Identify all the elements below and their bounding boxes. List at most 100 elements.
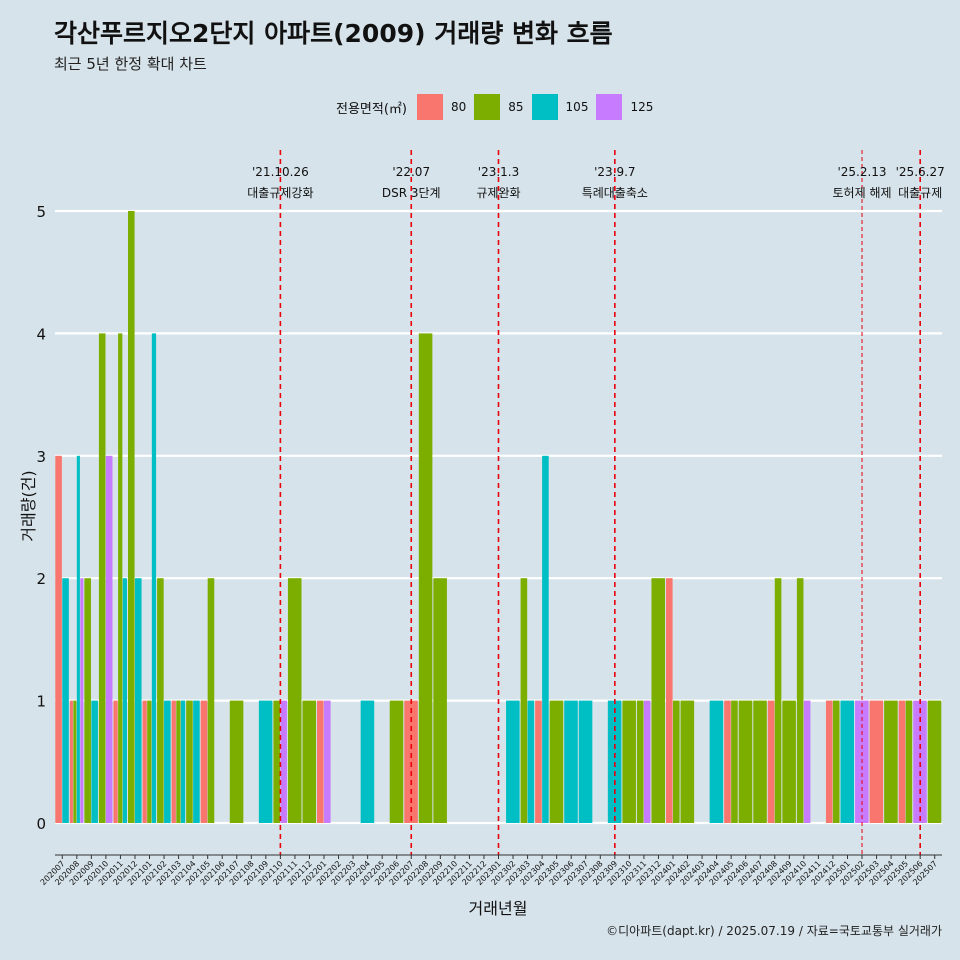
annotation-date-5: '25.6.27	[896, 165, 945, 179]
bar-202102-85	[157, 578, 164, 823]
y-tick-label-0: 0	[36, 815, 46, 833]
legend-label-125: 125	[630, 100, 654, 114]
chart-title: 각산푸르지오2단지 아파트(2009) 거래량 변화 흐름	[54, 19, 613, 48]
bar-202201-125	[324, 700, 331, 823]
bar-202405-80	[724, 700, 731, 823]
chart-subtitle: 최근 5년 한정 확대 차트	[54, 55, 207, 73]
legend-item-125: 125	[596, 94, 653, 120]
bar-202010-125	[105, 455, 113, 823]
annotation-text-1: DSR 3단계	[382, 186, 441, 200]
bar-202309-105	[607, 700, 622, 823]
annotation-text-4: 토허제 해제	[833, 186, 892, 200]
bar-202103-80	[171, 700, 176, 823]
bar-202105-80	[200, 700, 208, 823]
x-axis-title: 거래년월	[469, 899, 528, 918]
bar-202009-105	[91, 700, 98, 823]
legend-item-105: 105	[531, 94, 589, 120]
bar-202008-85	[73, 700, 77, 823]
bar-202101-80	[142, 700, 147, 823]
bar-202010-85	[98, 333, 106, 823]
bar-202208-85	[418, 333, 433, 823]
bar-202110-85	[273, 700, 280, 823]
legend-title: 전용면적(㎡)	[336, 101, 407, 117]
bar-202007-105	[62, 578, 69, 823]
annotation-text-0: 대출규제강화	[247, 186, 313, 200]
bar-202112-85	[302, 700, 317, 823]
bar-202009-85	[84, 578, 91, 823]
axis-layer: 0123452020072020082020092020102020112020…	[36, 203, 942, 887]
annotation-text-3: 특례대출축소	[582, 186, 648, 200]
bar-202305-85	[549, 700, 564, 823]
bar-202109-105	[258, 700, 273, 823]
bar-202011-85	[118, 333, 123, 823]
bar-202306-105	[564, 700, 578, 823]
bar-202506-125	[913, 700, 927, 823]
bar-layer	[55, 211, 942, 823]
bar-202008-125	[80, 578, 84, 823]
bar-202311-85	[636, 700, 644, 823]
bar-202312-85	[651, 578, 666, 823]
bar-202409-85	[782, 700, 796, 823]
bar-202011-80	[113, 700, 118, 823]
bar-202206-85	[389, 700, 404, 823]
bar-202408-80	[767, 700, 775, 823]
legend: 전용면적(㎡) 80 85 105 125	[336, 92, 661, 122]
annotation-date-4: '25.2.13	[837, 165, 886, 179]
y-tick-label-3: 3	[36, 448, 46, 466]
bar-202104-105	[193, 700, 200, 823]
annotation-date-3: '23.9.7	[594, 165, 635, 179]
bar-202304-80	[535, 700, 542, 823]
y-tick-label-5: 5	[36, 203, 46, 221]
y-axis-title: 거래량(건)	[19, 470, 38, 541]
bar-202101-85	[147, 700, 152, 823]
bar-202405-85	[731, 700, 738, 823]
bar-202209-85	[433, 578, 447, 823]
bar-202404-105	[709, 700, 724, 823]
bar-202304-105	[542, 455, 549, 823]
bar-202311-125	[643, 700, 651, 823]
bar-202501-105	[840, 700, 855, 823]
annotation-layer: '21.10.26 대출규제강화 '22.07 DSR 3단계 '23.1.3 규제완화 '…	[247, 150, 945, 855]
caption: ©디아파트(dapt.kr) / 2025.07.19 / 자료=국토교통부 실…	[606, 924, 942, 938]
bar-202401-85	[672, 700, 680, 823]
legend-item-85: 85	[474, 94, 524, 120]
annotation-text-5: 대출규제	[898, 186, 942, 200]
annotation-text-2: 규제완화	[476, 186, 520, 200]
legend-item-80: 80	[416, 94, 467, 120]
legend-swatch-80	[416, 94, 443, 120]
bar-202410-125	[803, 700, 811, 823]
legend-label-80: 80	[450, 100, 467, 114]
bar-202410-85	[796, 578, 804, 823]
bar-202101-105	[151, 333, 157, 823]
bar-202302-105	[506, 700, 520, 823]
bar-202505-85	[905, 700, 913, 823]
bar-202503-80	[869, 700, 884, 823]
y-tick-label-4: 4	[36, 325, 46, 343]
bar-202011-105	[122, 578, 128, 823]
bar-202107-85	[229, 700, 244, 823]
bar-202408-85	[774, 578, 782, 823]
legend-swatch-125	[596, 94, 623, 120]
annotation-date-1: '22.07	[392, 165, 430, 179]
bar-202008-105	[76, 455, 80, 823]
bar-202407-85	[753, 700, 767, 823]
bar-202103-85	[176, 700, 181, 823]
bar-202303-85	[520, 578, 528, 823]
bar-202111-85	[287, 578, 302, 823]
bar-202412-85	[832, 700, 840, 823]
legend-swatch-105	[531, 94, 558, 120]
bar-202102-105	[164, 700, 171, 823]
annotation-date-2: '23.1.3	[478, 165, 519, 179]
bar-202105-85	[207, 578, 215, 823]
bar-202204-105	[360, 700, 375, 823]
y-tick-label-2: 2	[36, 570, 46, 588]
bar-202310-85	[622, 700, 636, 823]
y-tick-label-1: 1	[36, 693, 46, 711]
legend-label-105: 105	[565, 100, 589, 114]
bar-202303-105	[527, 700, 535, 823]
bar-202505-80	[898, 700, 906, 823]
bar-202007-80	[55, 455, 62, 823]
bar-202412-80	[825, 700, 833, 823]
